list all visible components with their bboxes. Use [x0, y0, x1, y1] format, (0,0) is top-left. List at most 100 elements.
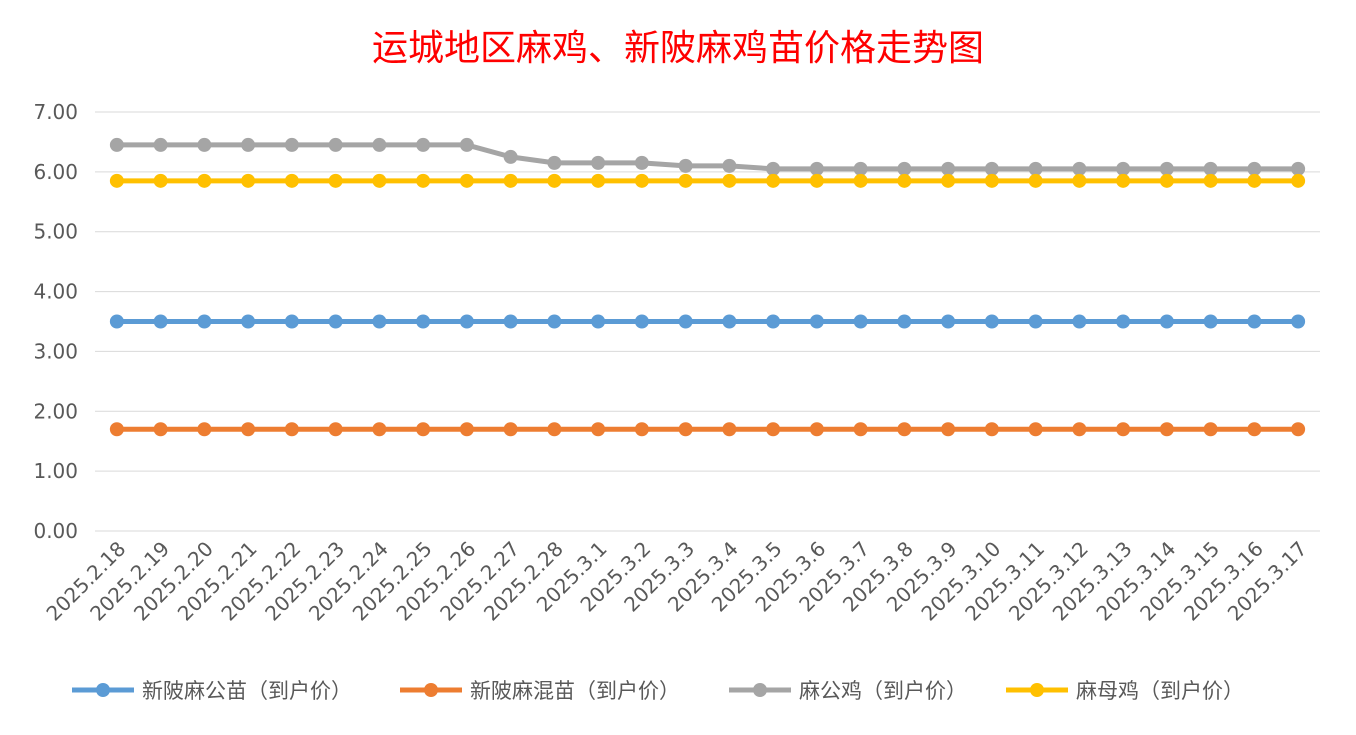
- data-point: [547, 155, 562, 170]
- y-tick-label: 4.00: [33, 280, 78, 304]
- data-point: [678, 158, 693, 173]
- data-point: [241, 173, 256, 188]
- series-1: [109, 422, 1306, 437]
- legend-swatch-marker: [753, 683, 767, 697]
- data-point: [984, 314, 999, 329]
- data-point: [1116, 173, 1131, 188]
- data-point: [1159, 173, 1174, 188]
- data-point: [459, 422, 474, 437]
- data-point: [766, 173, 781, 188]
- data-point: [1028, 422, 1043, 437]
- data-point: [941, 161, 956, 176]
- data-point: [1291, 161, 1306, 176]
- data-point: [1072, 314, 1087, 329]
- gridlines: [95, 111, 1320, 532]
- data-point: [1159, 422, 1174, 437]
- data-point: [678, 173, 693, 188]
- data-point: [722, 173, 737, 188]
- data-point: [897, 173, 912, 188]
- data-point: [722, 314, 737, 329]
- data-point: [241, 422, 256, 437]
- data-point: [1247, 161, 1262, 176]
- series-line: [116, 142, 1299, 172]
- y-tick-label: 3.00: [33, 339, 78, 363]
- chart-title: 运城地区麻鸡、新陂麻鸡苗价格走势图: [372, 28, 984, 69]
- data-point: [941, 173, 956, 188]
- data-point: [284, 173, 299, 188]
- data-point: [766, 161, 781, 176]
- data-point: [109, 422, 124, 437]
- data-point: [284, 137, 299, 152]
- data-point: [897, 314, 912, 329]
- data-point: [1116, 422, 1131, 437]
- data-point: [503, 314, 518, 329]
- data-point: [678, 314, 693, 329]
- data-point: [634, 422, 649, 437]
- x-axis-ticks: 2025.2.182025.2.192025.2.202025.2.212025…: [41, 537, 1311, 626]
- data-point: [722, 422, 737, 437]
- data-point: [1116, 161, 1131, 176]
- data-point: [197, 137, 212, 152]
- data-point: [984, 161, 999, 176]
- data-point: [1203, 173, 1218, 188]
- y-tick-label: 1.00: [33, 459, 78, 483]
- data-point: [197, 422, 212, 437]
- data-point: [1247, 173, 1262, 188]
- data-point: [634, 314, 649, 329]
- data-point: [1247, 314, 1262, 329]
- data-point: [722, 158, 737, 173]
- data-point: [1028, 314, 1043, 329]
- data-point: [591, 155, 606, 170]
- y-tick-label: 6.00: [33, 160, 78, 184]
- data-point: [459, 314, 474, 329]
- data-point: [853, 161, 868, 176]
- data-point: [241, 137, 256, 152]
- data-point: [591, 314, 606, 329]
- legend-label: 新陂麻混苗（到户价）: [470, 679, 680, 703]
- y-tick-label: 5.00: [33, 220, 78, 244]
- data-point: [591, 422, 606, 437]
- data-point: [416, 422, 431, 437]
- series-2: [109, 137, 1306, 176]
- y-tick-label: 0.00: [33, 519, 78, 543]
- data-point: [1072, 422, 1087, 437]
- legend-label: 新陂麻公苗（到户价）: [142, 679, 352, 703]
- data-point: [1203, 422, 1218, 437]
- data-point: [1291, 173, 1306, 188]
- data-point: [809, 422, 824, 437]
- data-point: [416, 173, 431, 188]
- legend-swatch-marker: [424, 683, 438, 697]
- data-point: [503, 149, 518, 164]
- data-point: [153, 173, 168, 188]
- data-point: [634, 173, 649, 188]
- legend-item: 麻公鸡（到户价）: [729, 679, 967, 703]
- data-point: [897, 422, 912, 437]
- data-point: [853, 422, 868, 437]
- data-point: [1028, 161, 1043, 176]
- data-point: [766, 422, 781, 437]
- data-point: [1203, 314, 1218, 329]
- data-point: [941, 422, 956, 437]
- legend-label: 麻母鸡（到户价）: [1076, 679, 1244, 703]
- legend-item: 新陂麻公苗（到户价）: [72, 679, 352, 703]
- legend: 新陂麻公苗（到户价） 新陂麻混苗（到户价） 麻公鸡（到户价） 麻母鸡（到户价）: [72, 679, 1244, 703]
- legend-swatch-marker: [96, 683, 110, 697]
- data-point: [984, 422, 999, 437]
- data-point: [547, 173, 562, 188]
- data-point: [328, 173, 343, 188]
- data-point: [328, 314, 343, 329]
- data-point: [853, 173, 868, 188]
- data-point: [1291, 422, 1306, 437]
- data-point: [809, 173, 824, 188]
- data-point: [1247, 422, 1262, 437]
- data-point: [809, 161, 824, 176]
- data-point: [547, 422, 562, 437]
- data-point: [853, 314, 868, 329]
- data-point: [1203, 161, 1218, 176]
- legend-swatch-marker: [1030, 683, 1044, 697]
- legend-label: 麻公鸡（到户价）: [799, 679, 967, 703]
- data-point: [1159, 314, 1174, 329]
- data-point: [678, 422, 693, 437]
- data-point: [372, 314, 387, 329]
